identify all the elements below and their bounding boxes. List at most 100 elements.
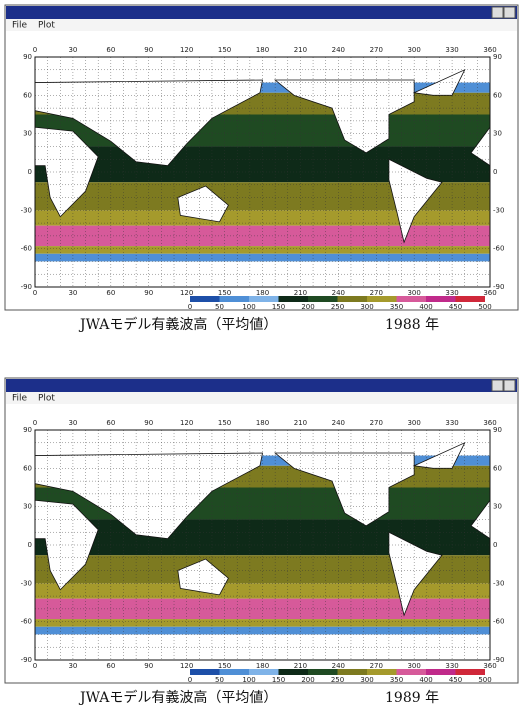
x-tick-label: 360	[483, 662, 496, 670]
y-tick-label: 60	[23, 464, 32, 472]
x-tick-label: 240	[332, 419, 345, 427]
colorbar-segment	[337, 669, 367, 675]
menu-item[interactable]: Plot	[38, 394, 55, 404]
colorbar-label: 300	[360, 303, 373, 311]
x-tick-label: 60	[106, 419, 115, 427]
x-tick-label: 90	[144, 46, 153, 54]
x-tick-label: 180	[256, 289, 269, 297]
minimize-button[interactable]	[491, 379, 504, 392]
colorbar-label: 150	[272, 303, 285, 311]
colorbar-segment	[426, 296, 456, 302]
maximize-button[interactable]	[503, 379, 516, 392]
caption-year: 1988 年	[385, 317, 439, 333]
maximize-button[interactable]	[503, 6, 516, 19]
colorbar-label: 250	[331, 303, 344, 311]
y-tick-label: -30	[493, 206, 504, 214]
x-tick-label: 90	[144, 662, 153, 670]
x-tick-label: 270	[370, 46, 383, 54]
y-tick-label: 30	[493, 130, 502, 138]
caption: JWAモデル有義波高（平均値）	[78, 689, 277, 706]
colorbar-label: 50	[215, 303, 224, 311]
colorbar-segment	[367, 669, 397, 675]
y-tick-label: 60	[493, 91, 502, 99]
y-tick-label: 30	[493, 503, 502, 511]
colorbar-label: 250	[331, 676, 344, 684]
map-frame	[34, 429, 491, 661]
y-tick-label: -90	[493, 656, 504, 664]
x-tick-label: 180	[256, 662, 269, 670]
caption: JWAモデル有義波高（平均値）	[78, 316, 277, 333]
colorbar-segment	[278, 296, 308, 302]
x-tick-label: 330	[445, 289, 458, 297]
y-tick-label: 0	[493, 541, 497, 549]
x-tick-label: 330	[445, 662, 458, 670]
x-tick-label: 60	[106, 46, 115, 54]
y-tick-label: 90	[493, 426, 502, 434]
y-tick-label: -60	[493, 245, 504, 253]
x-tick-label: 210	[294, 662, 307, 670]
wave-band	[35, 225, 490, 247]
colorbar-label: 350	[390, 303, 403, 311]
x-tick-label: 90	[144, 419, 153, 427]
title-bar	[6, 379, 517, 392]
land	[388, 158, 443, 244]
x-tick-label: 360	[483, 46, 496, 54]
menu-bar	[6, 392, 517, 404]
colorbar-segment	[249, 296, 279, 302]
x-tick-label: 210	[294, 46, 307, 54]
colorbar-segment	[308, 669, 338, 675]
x-tick-label: 360	[483, 289, 496, 297]
wave-band	[35, 253, 490, 262]
colorbar-segment	[455, 669, 485, 675]
wave-band	[35, 210, 490, 226]
colorbar-label: 100	[242, 303, 255, 311]
y-tick-label: -60	[493, 618, 504, 626]
colorbar-label: 450	[449, 303, 462, 311]
minimize-button[interactable]	[491, 6, 504, 19]
window: File Plot00303060609090120120150150180180…	[4, 377, 519, 706]
title-bar	[6, 6, 517, 19]
y-tick-label: 90	[493, 53, 502, 61]
menu-bar	[6, 19, 517, 31]
x-tick-label: 330	[445, 419, 458, 427]
y-tick-label: 0	[493, 168, 497, 176]
colorbar-segment	[455, 296, 485, 302]
x-tick-label: 300	[407, 46, 420, 54]
colorbar-segment	[190, 669, 220, 675]
y-tick-label: -90	[21, 656, 32, 664]
wave-band	[35, 261, 490, 287]
y-tick-label: 90	[23, 53, 32, 61]
colorbar-segment	[426, 669, 456, 675]
menu-item[interactable]: File	[12, 394, 28, 404]
menu-item[interactable]: File	[12, 21, 28, 31]
y-tick-label: -30	[493, 579, 504, 587]
x-tick-label: 270	[370, 662, 383, 670]
x-tick-label: 0	[33, 46, 37, 54]
menu-item[interactable]: Plot	[38, 21, 55, 31]
x-tick-label: 60	[106, 662, 115, 670]
colorbar-segment	[219, 669, 249, 675]
colorbar-label: 200	[301, 303, 314, 311]
x-tick-label: 30	[68, 289, 77, 297]
x-tick-label: 90	[144, 289, 153, 297]
wave-band	[35, 626, 490, 635]
x-tick-label: 150	[218, 46, 231, 54]
x-tick-label: 30	[68, 662, 77, 670]
colorbar-label: 50	[215, 676, 224, 684]
x-tick-label: 0	[33, 289, 37, 297]
x-tick-label: 270	[370, 289, 383, 297]
y-tick-label: 60	[23, 91, 32, 99]
colorbar-label: 400	[419, 676, 432, 684]
land	[388, 531, 443, 617]
x-tick-label: 150	[218, 289, 231, 297]
wave-band	[35, 598, 490, 620]
y-tick-label: -90	[21, 283, 32, 291]
colorbar-segment	[367, 296, 397, 302]
x-tick-label: 30	[68, 46, 77, 54]
x-tick-label: 120	[180, 46, 193, 54]
colorbar-segment	[249, 669, 279, 675]
colorbar-label: 100	[242, 676, 255, 684]
x-tick-label: 240	[332, 289, 345, 297]
